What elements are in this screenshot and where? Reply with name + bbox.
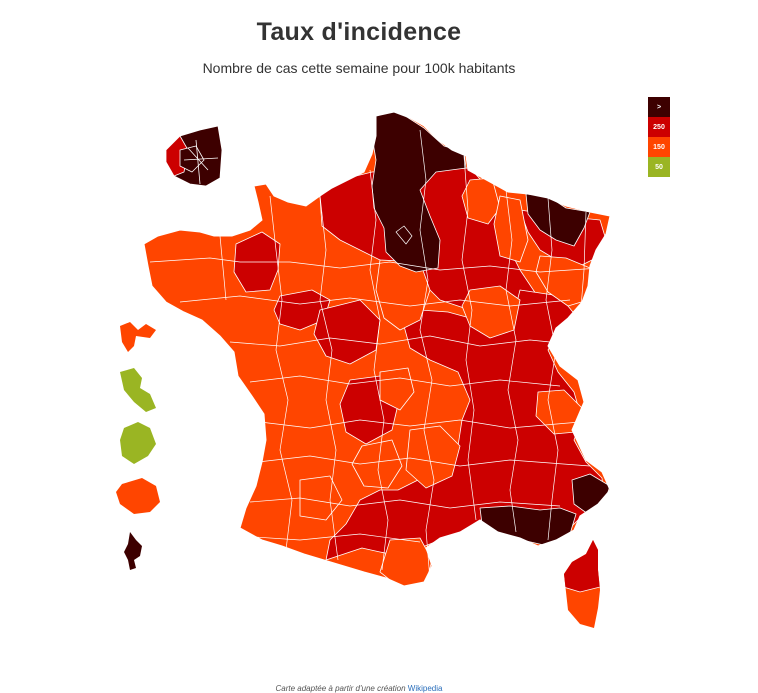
medium-region-cote-or: [461, 285, 521, 339]
legend-label: 50: [655, 163, 663, 171]
very-high-region-provence: [479, 505, 577, 547]
legend-item-low: 50: [648, 157, 670, 177]
medium-region-cantal: [405, 425, 461, 489]
legend-item-medium: 150: [648, 137, 670, 157]
page-title: Taux d'incidence: [256, 18, 462, 46]
la-reunion: [116, 478, 160, 514]
martinique: [120, 368, 156, 412]
high-region-loire: [273, 289, 331, 331]
ile-de-france-inset: [165, 125, 223, 187]
department-borders: [149, 129, 601, 581]
legend-label: >: [656, 103, 662, 111]
guadeloupe: [120, 322, 156, 352]
legend-item-high: 250: [648, 117, 670, 137]
legend-label: 150: [653, 143, 665, 151]
high-region-centre: [313, 299, 381, 365]
corsica: [564, 540, 600, 628]
guyane: [120, 422, 156, 464]
map-legend: > 250 150 50: [648, 97, 670, 177]
haute-corse: [564, 540, 600, 593]
page-subtitle: Nombre de cas cette semaine pour 100k ha…: [202, 60, 516, 76]
credit-text: Carte adaptée à partir d'une création: [275, 684, 406, 693]
medium-region-creuse: [379, 367, 415, 411]
medium-region-lot: [351, 439, 403, 489]
map-credit: Carte adaptée à partir d'une création Wi…: [0, 684, 718, 693]
mainland-outline: [143, 111, 611, 587]
mayotte: [124, 532, 142, 570]
legend-item-very-high: >: [648, 97, 670, 117]
wikipedia-link[interactable]: Wikipedia: [407, 684, 443, 693]
legend-label: 250: [653, 123, 665, 131]
idf-borders: [183, 139, 219, 185]
